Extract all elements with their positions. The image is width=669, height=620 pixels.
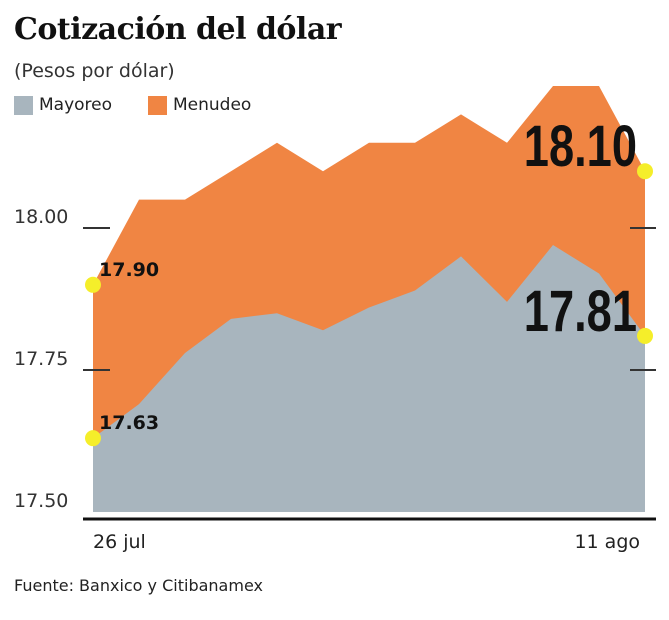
marker-start-mayoreo	[85, 430, 101, 447]
legend-swatch-menudeo	[148, 95, 167, 115]
area-mayoreo	[93, 245, 645, 513]
marker-end-menudeo	[637, 163, 653, 180]
y-tick-label: 18.00	[14, 206, 68, 228]
start-label-mayoreo: 17.63	[99, 412, 159, 434]
legend-swatch-mayoreo	[14, 95, 33, 115]
chart-subtitle: (Pesos por dólar)	[14, 60, 175, 82]
y-tick-label: 17.50	[14, 490, 68, 512]
legend-label-mayoreo: Mayoreo	[39, 95, 113, 115]
end-label-menudeo: 18.10	[524, 115, 637, 180]
legend-label-menudeo: Menudeo	[173, 95, 252, 115]
y-tick-label: 17.75	[14, 348, 68, 370]
start-label-menudeo: 17.90	[99, 259, 159, 281]
legend-item-mayoreo: Mayoreo	[14, 95, 112, 115]
chart-source: Fuente: Banxico y Citibanamex	[14, 576, 263, 595]
marker-start-menudeo	[85, 276, 101, 293]
chart-title: Cotización del dólar	[14, 12, 342, 47]
x-tick-label: 11 ago	[574, 531, 640, 553]
end-label-mayoreo: 17.81	[524, 280, 637, 345]
x-tick-label: 26 jul	[93, 531, 146, 553]
marker-end-mayoreo	[637, 327, 653, 344]
legend-item-menudeo: Menudeo	[148, 95, 251, 115]
